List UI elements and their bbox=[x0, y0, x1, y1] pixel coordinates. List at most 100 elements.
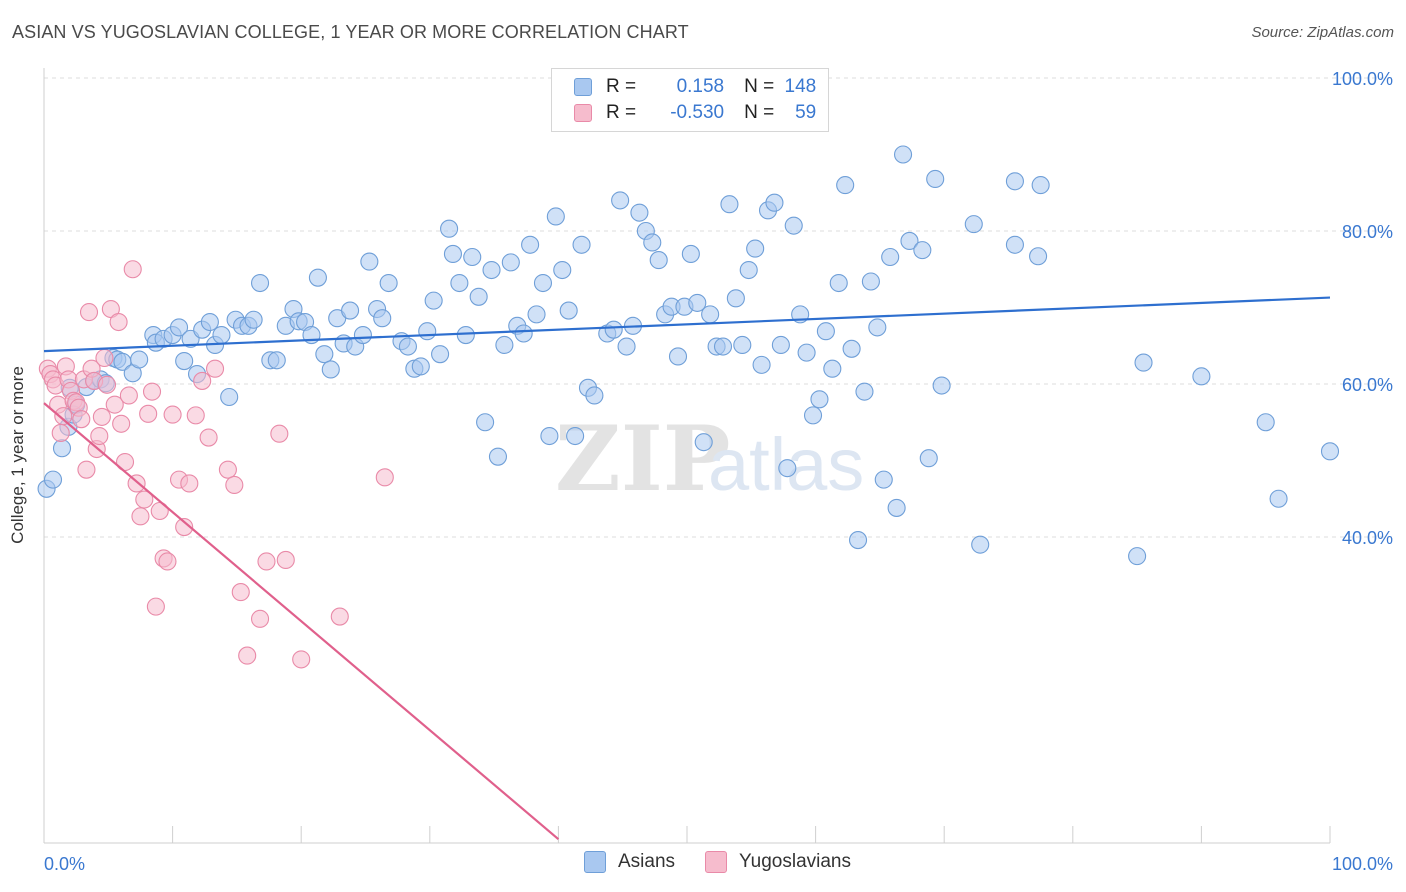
asian-point bbox=[267, 351, 286, 370]
yugoslavian-trend-line bbox=[43, 402, 560, 841]
asian-point bbox=[701, 305, 720, 324]
blue-swatch-icon bbox=[584, 851, 606, 873]
asian-point bbox=[887, 498, 906, 517]
asian-point bbox=[765, 193, 784, 212]
asian-point bbox=[250, 273, 270, 293]
yugoslavian-point bbox=[54, 407, 73, 426]
yugoslavian-point bbox=[199, 428, 218, 447]
asian-point bbox=[514, 324, 533, 343]
yugoslavian-point bbox=[330, 607, 349, 626]
asian-point bbox=[379, 273, 398, 293]
asian-point bbox=[315, 345, 334, 364]
correlation-legend: R = 0.158 N = 148 R = -0.530 N = 59 bbox=[551, 68, 829, 132]
legend-n-value: 59 bbox=[795, 102, 817, 123]
asian-point bbox=[440, 219, 459, 238]
asian-point bbox=[52, 439, 72, 458]
asian-point bbox=[746, 239, 765, 258]
yugoslavian-point bbox=[276, 550, 295, 570]
yugoslavian-point bbox=[270, 424, 289, 443]
asian-point bbox=[353, 325, 372, 345]
asian-point bbox=[881, 247, 900, 267]
asian-point bbox=[482, 260, 501, 280]
yugoslavian-point bbox=[135, 490, 154, 509]
asian-point bbox=[200, 312, 219, 332]
asian-point bbox=[1005, 235, 1024, 254]
asian-point bbox=[495, 335, 514, 355]
asian-point bbox=[803, 406, 823, 425]
asian-point bbox=[643, 233, 662, 252]
yugoslavian-point bbox=[193, 371, 212, 390]
asian-point bbox=[469, 287, 488, 306]
pink-swatch-icon bbox=[574, 104, 592, 122]
yugoslavian-point bbox=[131, 507, 150, 526]
asian-point bbox=[1029, 247, 1048, 266]
asian-point bbox=[604, 320, 623, 339]
legend-n-label: N = bbox=[744, 102, 775, 123]
asian-point bbox=[823, 359, 842, 378]
asian-point bbox=[752, 355, 771, 374]
yugoslavian-point bbox=[218, 460, 237, 479]
asian-point bbox=[373, 309, 392, 328]
asian-point bbox=[720, 195, 739, 214]
yugoslavian-point bbox=[77, 460, 96, 479]
asian-point bbox=[220, 387, 239, 407]
asian-point bbox=[321, 360, 340, 379]
yugoslavian-point bbox=[79, 303, 99, 322]
asian-point bbox=[836, 176, 855, 195]
yugoslavian-point bbox=[175, 518, 194, 537]
asian-point bbox=[964, 215, 983, 234]
asian-point bbox=[398, 337, 417, 356]
legend-n-label: N = bbox=[744, 76, 775, 97]
yugoslavian-point bbox=[95, 348, 114, 368]
legend-label-asians: Asians bbox=[618, 851, 676, 872]
asian-point bbox=[572, 235, 591, 254]
asian-point bbox=[521, 235, 540, 254]
chart-title: ASIAN VS YUGOSLAVIAN COLLEGE, 1 YEAR OR … bbox=[12, 22, 689, 42]
asian-point bbox=[848, 531, 868, 550]
asian-point bbox=[1128, 547, 1147, 566]
asian-point bbox=[855, 382, 874, 401]
asian-point bbox=[778, 459, 797, 478]
asian-point bbox=[501, 253, 520, 272]
yugoslavian-point bbox=[119, 386, 138, 405]
x-tick-label: 100.0% bbox=[1332, 854, 1393, 874]
asian-point bbox=[913, 241, 932, 260]
asian-point bbox=[308, 268, 327, 287]
asian-point bbox=[450, 273, 469, 293]
legend-item-asians: Asians bbox=[584, 851, 675, 873]
asian-point bbox=[566, 426, 585, 446]
asian-point bbox=[874, 470, 893, 489]
asian-point bbox=[926, 169, 945, 189]
asian-point bbox=[533, 273, 553, 293]
asian-point bbox=[611, 191, 630, 210]
asian-point bbox=[893, 145, 913, 164]
asian-point bbox=[1031, 176, 1050, 195]
asian-point bbox=[130, 350, 149, 369]
asian-point bbox=[488, 447, 508, 466]
asian-point bbox=[418, 322, 437, 341]
yugoslavian-point bbox=[186, 406, 205, 425]
asian-point bbox=[559, 301, 578, 320]
asian-point bbox=[456, 325, 475, 345]
yugoslavian-point bbox=[257, 552, 276, 571]
asian-trend-line bbox=[43, 296, 1331, 353]
asian-point bbox=[842, 339, 861, 358]
asian-point bbox=[1005, 172, 1024, 191]
legend-row-asians: R = 0.158 N = 148 bbox=[574, 75, 816, 99]
asian-point bbox=[900, 231, 919, 250]
asian-point bbox=[546, 207, 565, 226]
yugoslavian-point bbox=[90, 426, 109, 446]
asian-point bbox=[668, 347, 688, 366]
legend-label-yugoslavians: Yugoslavians bbox=[739, 851, 851, 872]
asian-point bbox=[244, 310, 263, 329]
yugoslavian-point bbox=[72, 410, 91, 429]
yugoslavian-point bbox=[225, 475, 244, 495]
asian-point bbox=[810, 390, 829, 409]
yugoslavian-point bbox=[375, 468, 394, 487]
yugoslavian-point bbox=[238, 646, 257, 665]
asian-point bbox=[919, 449, 938, 468]
asian-point bbox=[585, 386, 604, 405]
asian-point bbox=[713, 337, 733, 356]
yugoslavian-point bbox=[92, 407, 111, 426]
